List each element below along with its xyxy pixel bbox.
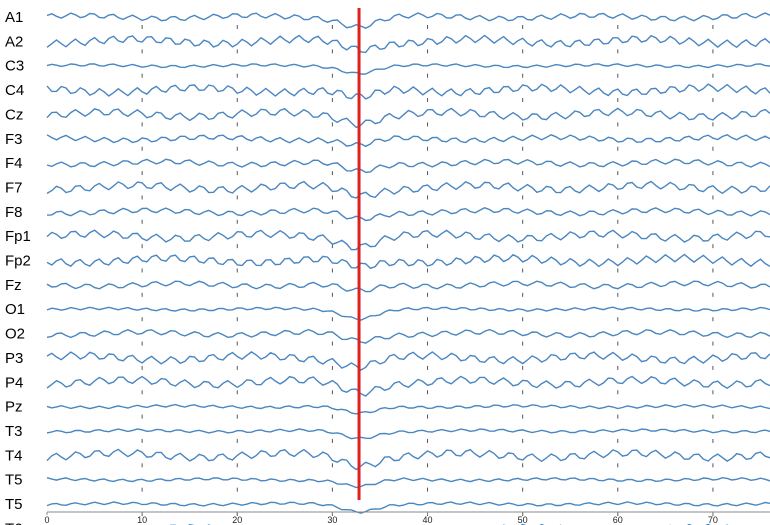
channel-label-o2: O2 [5,326,25,343]
trace-a2 [46,34,770,54]
trace-t4 [46,448,770,471]
channel-label-p4: P4 [5,374,23,391]
trace-fz [46,280,770,293]
channel-label-pz: Pz [5,399,23,416]
grid-dashes [141,25,714,516]
trace-f4 [46,158,770,174]
trace-p4 [46,375,770,397]
channel-label-p3: P3 [5,350,23,367]
x-tick-label: 20 [232,515,242,525]
channel-label-fp1: Fp1 [5,228,31,245]
channel-label-t3: T3 [5,423,23,440]
channel-label-t6: T6 [5,520,23,525]
channel-label-a2: A2 [5,33,23,50]
channel-label-fp2: Fp2 [5,253,31,270]
trace-f3 [46,134,770,148]
trace-t3 [46,428,770,440]
trace-t5 [46,501,770,514]
trace-f8 [46,207,770,222]
channel-label-c4: C4 [5,82,24,99]
channel-label-o1: O1 [5,301,25,318]
channel-label-t5: T5 [5,496,23,513]
traces [46,12,770,525]
channel-label-c3: C3 [5,58,24,75]
trace-a1 [46,12,770,29]
channel-label-t5: T5 [5,472,23,489]
x-axis: 0 10 20 30 40 50 60 70 [44,511,770,525]
trace-t5 [46,476,770,489]
channel-label-f4: F4 [5,155,23,172]
channel-label-f3: F3 [5,131,23,148]
channel-labels: A1 A2 C3 C4 Cz F3 F4 F7 F8 Fp1 Fp2 Fz O1 O2 P3 P4 Pz T3 T4… [5,9,31,525]
trace-p3 [46,351,770,371]
trace-c3 [46,63,770,75]
trace-fp2 [46,253,770,270]
x-tick-label: 60 [613,515,623,525]
x-tick-label: 40 [423,515,433,525]
trace-fp1 [46,229,770,251]
x-tick-label: 0 [44,515,49,525]
channel-label-f7: F7 [5,179,23,196]
channel-label-f8: F8 [5,204,23,221]
channel-label-cz: Cz [5,106,23,123]
trace-o1 [46,306,770,321]
channel-label-fz: Fz [5,277,22,294]
channel-label-t4: T4 [5,447,23,464]
trace-o2 [46,328,770,344]
trace-f7 [46,180,770,199]
x-tick-label: 50 [518,515,528,525]
x-tick-label: 30 [327,515,337,525]
trace-cz [46,107,770,129]
trace-c4 [46,83,770,100]
trace-pz [46,403,770,415]
x-tick-label: 10 [137,515,147,525]
channel-label-a1: A1 [5,9,23,26]
x-tick-label: 70 [708,515,718,525]
